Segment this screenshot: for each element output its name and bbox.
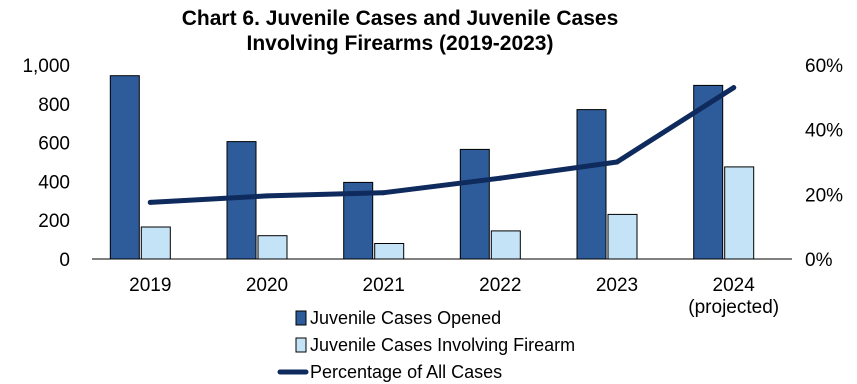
chart-title-line-1: Chart 6. Juvenile Cases and Juvenile Cas… — [181, 7, 619, 30]
chart-title: Chart 6. Juvenile Cases and Juvenile Cas… — [120, 6, 680, 56]
x-tick-label: (projected) — [688, 297, 779, 318]
line-point — [731, 85, 737, 91]
y-right-tick-label: 0% — [805, 250, 833, 271]
line-point — [264, 193, 270, 199]
line-percentage-of-all-cases — [147, 85, 737, 205]
y-left-tick-label: 200 — [38, 211, 70, 232]
y-right-tick-label: 60% — [805, 56, 843, 77]
line-series — [147, 85, 737, 205]
y-right-tick-label: 40% — [805, 121, 843, 142]
y-left-tick-label: 400 — [38, 172, 70, 193]
y-right-tick-label: 20% — [805, 185, 843, 206]
y-left-tick-label: 1,000 — [22, 56, 70, 77]
y-left-tick-label: 600 — [38, 134, 70, 155]
x-tick-label: 2023 — [596, 275, 638, 296]
chart-title-line-2: Involving Firearms (2019-2023) — [246, 32, 554, 55]
legend-label: Juvenile Cases Opened — [310, 308, 501, 328]
line-point — [147, 199, 153, 205]
bar-juvenile-cases-firearm — [490, 230, 521, 260]
legend-label: Juvenile Cases Involving Firearm — [310, 335, 575, 355]
y-axis-right: 0% 20% 40% 60% — [805, 56, 843, 271]
bar-juvenile-cases-opened — [459, 148, 490, 260]
y-axis-left: 0 200 400 600 800 1,000 — [22, 56, 70, 271]
x-axis: 2019 2020 2021 2022 2023 2024(projected) — [129, 275, 779, 318]
bar-juvenile-cases-opened — [693, 84, 724, 260]
legend-swatch — [295, 337, 307, 353]
bar-juvenile-cases-firearm — [140, 226, 171, 260]
bars — [109, 75, 755, 260]
bar-juvenile-cases-firearm — [724, 166, 755, 260]
line-point — [614, 159, 620, 165]
bar-juvenile-cases-firearm — [374, 243, 405, 260]
x-tick-label: 2019 — [129, 275, 171, 296]
line-point — [497, 175, 503, 181]
legend: Juvenile Cases Opened Juvenile Cases Invo… — [277, 308, 575, 382]
bar-juvenile-cases-firearm — [607, 213, 638, 260]
x-tick-label: 2020 — [246, 275, 288, 296]
legend-label: Percentage of All Cases — [310, 362, 502, 382]
bar-juvenile-cases-opened — [109, 75, 140, 260]
bar-juvenile-cases-opened — [576, 109, 607, 260]
line-point — [381, 190, 387, 196]
y-left-tick-label: 800 — [38, 95, 70, 116]
x-tick-label: 2021 — [363, 275, 405, 296]
x-tick-label: 2024 — [713, 275, 756, 296]
x-tick-label: 2022 — [479, 275, 521, 296]
legend-swatch — [295, 310, 307, 326]
bar-juvenile-cases-firearm — [257, 235, 288, 260]
y-left-tick-label: 0 — [59, 250, 70, 271]
